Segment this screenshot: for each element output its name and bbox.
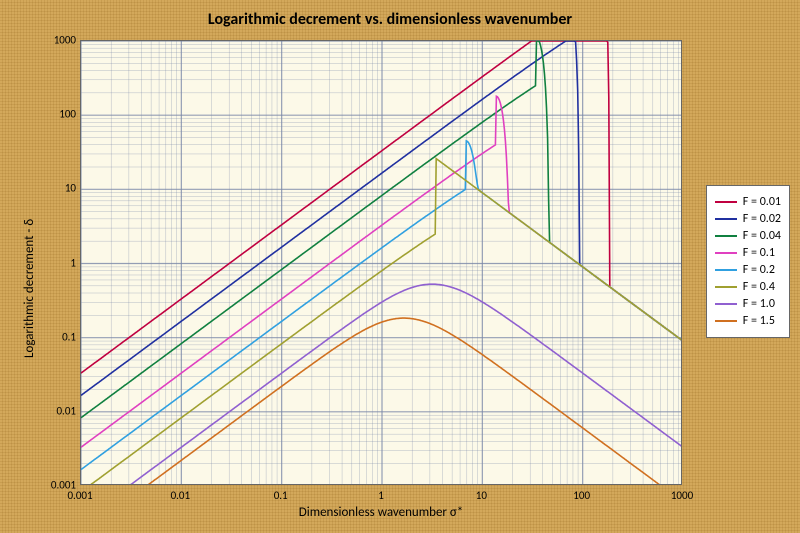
legend-label: F = 0.2 (743, 263, 775, 277)
legend-item: F = 0.01 (715, 195, 781, 209)
y-tick-label: 10 (40, 182, 76, 195)
y-tick-label: 0.001 (40, 479, 76, 492)
x-tick-label: 0.01 (171, 489, 191, 502)
x-tick-label: 0.1 (274, 489, 288, 502)
y-tick-label: 0.01 (40, 404, 76, 417)
x-tick-label: 1000 (671, 489, 693, 502)
legend-label: F = 1.5 (743, 314, 775, 328)
y-tick-label: 0.1 (40, 330, 76, 343)
legend-item: F = 0.02 (715, 212, 781, 226)
legend-item: F = 1.5 (715, 314, 781, 328)
legend-swatch (715, 320, 737, 322)
x-tick-label: 10 (476, 489, 487, 502)
legend-item: F = 0.2 (715, 263, 781, 277)
legend-swatch (715, 218, 737, 220)
plot-area (80, 40, 682, 485)
x-tick-label: 100 (573, 489, 590, 502)
legend-label: F = 0.01 (743, 195, 781, 209)
x-axis-label: Dimensionless wavenumber σ* (80, 505, 682, 520)
legend-label: F = 1.0 (743, 297, 775, 311)
legend-swatch (715, 201, 737, 203)
plot-svg (81, 41, 682, 485)
legend-item: F = 0.4 (715, 280, 781, 294)
legend-label: F = 0.4 (743, 280, 775, 294)
legend-label: F = 0.04 (743, 229, 781, 243)
y-tick-label: 100 (40, 108, 76, 121)
legend-label: F = 0.02 (743, 212, 781, 226)
legend-item: F = 1.0 (715, 297, 781, 311)
legend-label: F = 0.1 (743, 246, 775, 260)
legend-swatch (715, 286, 737, 288)
canvas: Logarithmic decrement vs. dimensionless … (0, 0, 800, 533)
legend-item: F = 0.04 (715, 229, 781, 243)
chart-title: Logarithmic decrement vs. dimensionless … (80, 10, 700, 29)
legend-swatch (715, 303, 737, 305)
legend-item: F = 0.1 (715, 246, 781, 260)
legend-swatch (715, 235, 737, 237)
legend-swatch (715, 252, 737, 254)
y-tick-label: 1 (40, 256, 76, 269)
x-tick-label: 1 (378, 489, 384, 502)
legend-swatch (715, 269, 737, 271)
y-axis-label: Logarithmic decrement - δ (22, 218, 37, 357)
legend: F = 0.01 F = 0.02 F = 0.04 F = 0.1 F = 0.2 F … (706, 185, 790, 338)
y-tick-label: 1000 (40, 34, 76, 47)
